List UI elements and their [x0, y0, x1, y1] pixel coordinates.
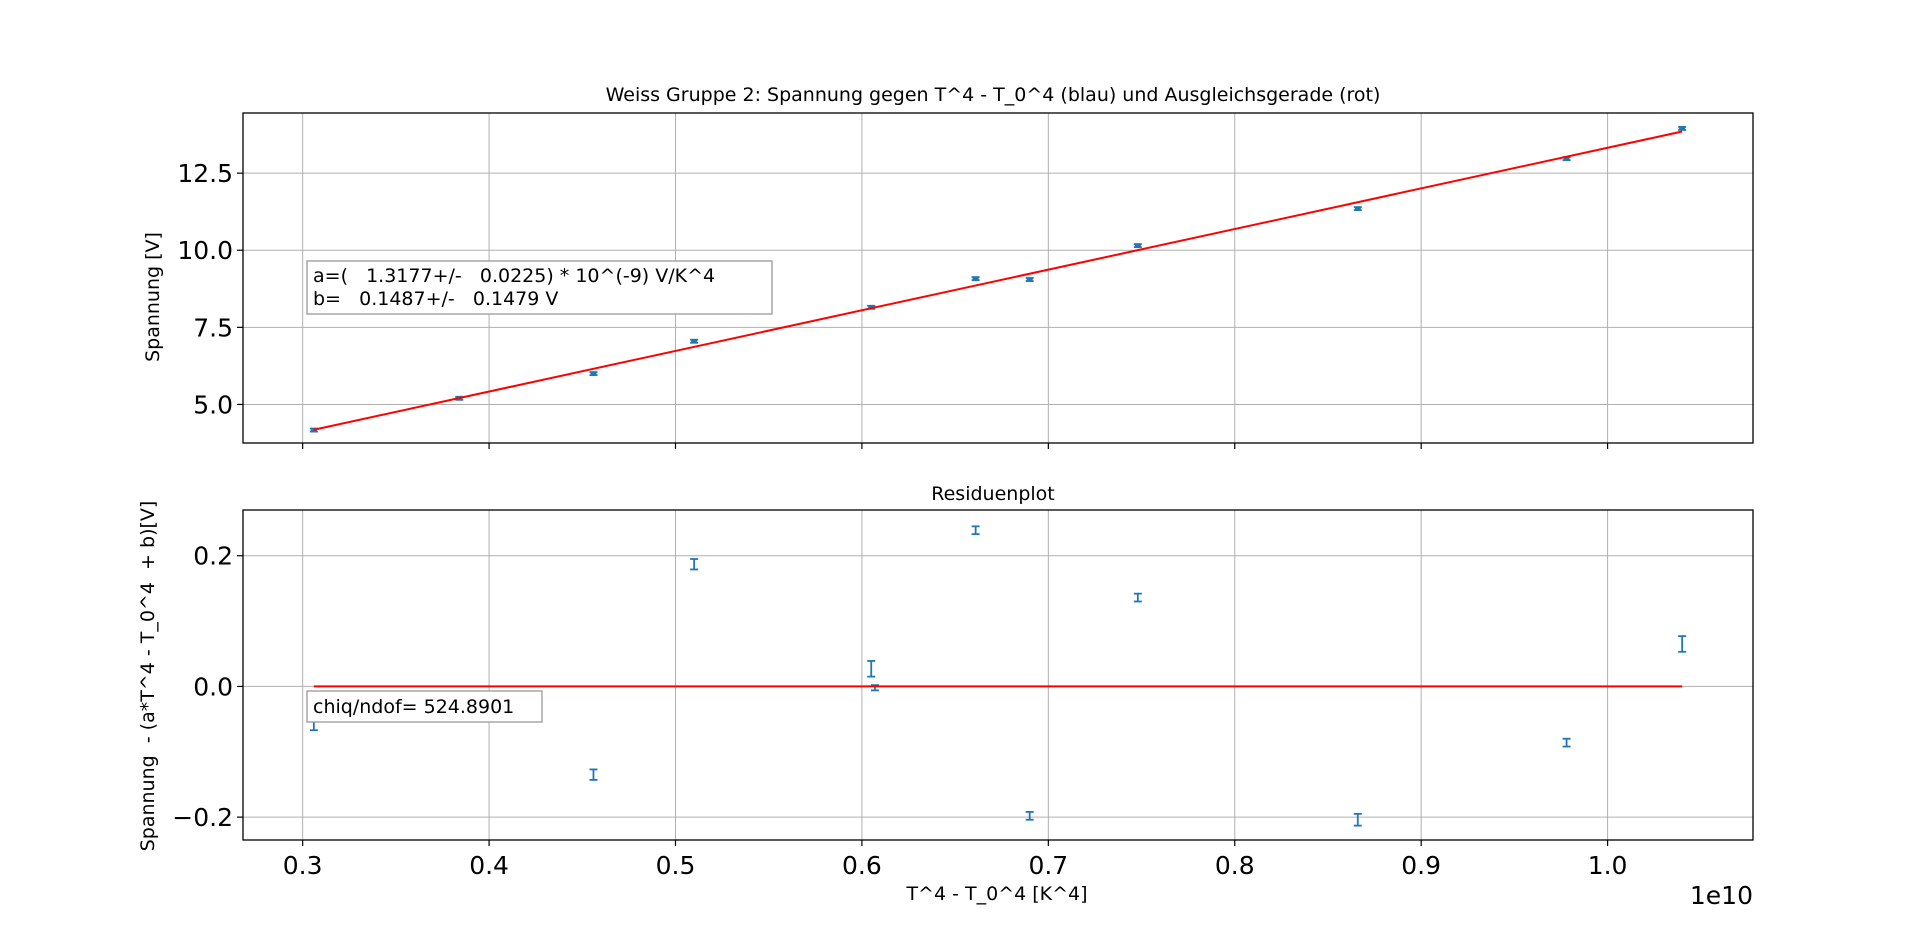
x-tick-label: 0.9 — [1401, 851, 1441, 880]
x-axis-offset-label: 1e10 — [1690, 881, 1753, 910]
fit-plot-frame — [242, 112, 1754, 444]
data-point — [1353, 206, 1362, 212]
x-tick-label: 0.7 — [1028, 851, 1068, 880]
data-point — [690, 338, 699, 344]
y-tick-label: −0.2 — [172, 803, 233, 832]
data-point — [867, 660, 876, 678]
y-tick-label: 7.5 — [193, 313, 233, 342]
fit-parameter-b: b= 0.1487+/- 0.1479 V — [313, 288, 558, 310]
y-tick-label: 12.5 — [177, 159, 233, 188]
data-point — [1133, 243, 1142, 249]
data-point — [1025, 811, 1034, 821]
x-tick-label: 0.6 — [842, 851, 882, 880]
fit-plot-marks — [309, 125, 1687, 433]
chi-square-box: chiq/ndof= 524.8901 — [306, 690, 543, 723]
y-tick-label: 0.0 — [193, 672, 233, 701]
fit-parameter-a: a=( 1.3177+/- 0.0225) * 10^(-9) V/K^4 — [313, 265, 715, 287]
data-point — [589, 371, 598, 377]
x-tick-label: 1.0 — [1588, 851, 1628, 880]
x-tick-label: 0.5 — [656, 851, 696, 880]
fit-line — [313, 130, 1683, 431]
residual-plot-ticks: 0.3 0.4 0.5 0.6 0.7 0.8 0.9 1.0 −0.2 0.0 0.2 — [172, 542, 1627, 880]
fit-parameter-box-frame — [306, 260, 773, 315]
residual-plot-title: Residuenplot — [931, 483, 1054, 505]
residual-plot-y-axis-label: Spannung - (a*T^4 - T_0^4 + b)[V] — [137, 501, 159, 852]
data-point — [971, 276, 980, 282]
residual-plot-panel: Residuenplot Spannung - (a*T^4 - T_0^4 +… — [137, 483, 1754, 910]
fit-plot-ticks: 5.0 7.5 10.0 12.5 — [177, 159, 1609, 449]
data-point — [971, 525, 980, 536]
residual-plot-grid — [243, 510, 1753, 840]
y-tick-label: 10.0 — [177, 236, 233, 265]
fit-plot-panel: Weiss Gruppe 2: Spannung gegen T^4 - T_0… — [142, 84, 1754, 449]
x-tick-label: 0.4 — [469, 851, 509, 880]
x-tick-label: 0.8 — [1215, 851, 1255, 880]
data-point — [589, 768, 598, 781]
data-point — [1562, 737, 1571, 748]
x-tick-label: 0.3 — [283, 851, 323, 880]
data-point — [690, 558, 699, 571]
fit-plot-title: Weiss Gruppe 2: Spannung gegen T^4 - T_0… — [606, 84, 1381, 106]
residual-plot-frame — [242, 509, 1754, 841]
residual-plot-marks — [309, 525, 1687, 827]
residual-plot-x-axis-label: T^4 - T_0^4 [K^4] — [905, 883, 1087, 905]
data-point — [1025, 277, 1034, 282]
y-tick-label: 0.2 — [193, 542, 233, 571]
chi-square-box-frame — [306, 690, 543, 723]
data-point — [1353, 812, 1362, 827]
fit-parameter-box: a=( 1.3177+/- 0.0225) * 10^(-9) V/K^4 b=… — [306, 260, 773, 315]
data-point — [1678, 635, 1687, 653]
chi-square-value: chiq/ndof= 524.8901 — [313, 696, 514, 718]
y-tick-label: 5.0 — [193, 390, 233, 419]
fit-plot-grid — [243, 113, 1753, 443]
fit-plot-y-axis-label: Spannung [V] — [142, 232, 164, 362]
data-point — [1133, 592, 1142, 603]
data-point — [1678, 125, 1687, 131]
